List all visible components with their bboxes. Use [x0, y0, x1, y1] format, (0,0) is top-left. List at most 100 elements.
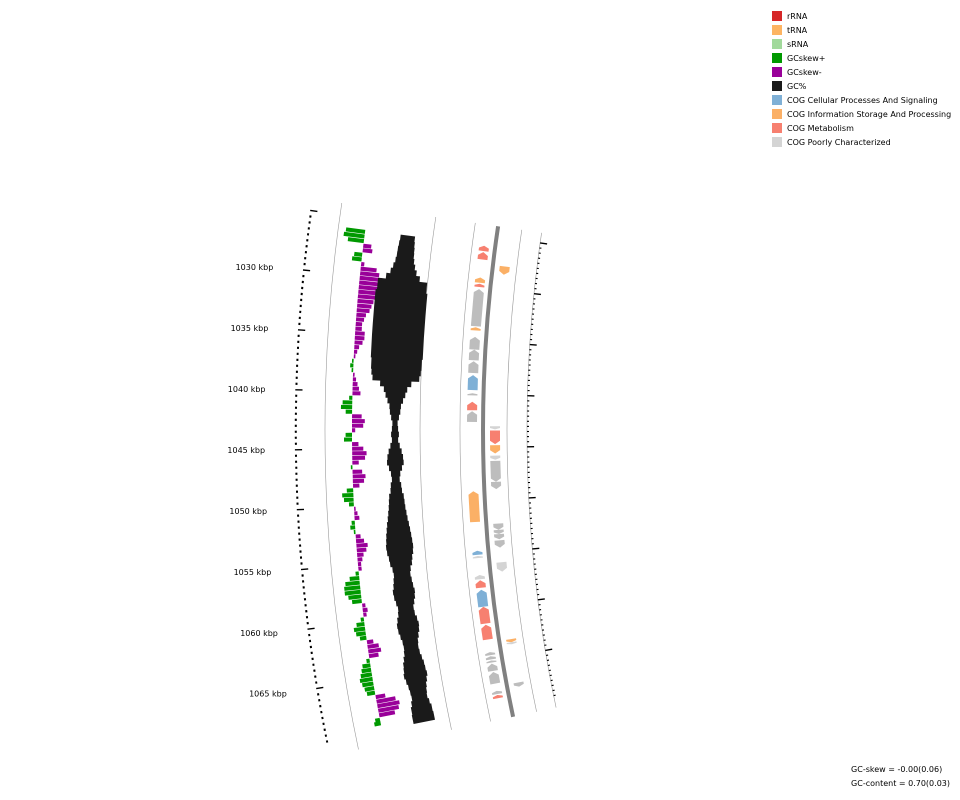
gc-skew-negative-bar	[359, 271, 380, 278]
genome-backbone	[481, 226, 516, 718]
gc-skew-positive-bar	[345, 227, 366, 234]
legend-item: GC%	[772, 79, 951, 93]
gc-skew-positive-bar	[361, 667, 372, 674]
gc-skew-positive-bar	[359, 676, 373, 683]
legend-label: COG Poorly Characterized	[787, 137, 891, 147]
guide-circle	[506, 229, 537, 712]
gc-skew-positive-bar	[345, 580, 360, 587]
major-tick	[300, 568, 309, 571]
legend-label: COG Metabolism	[787, 123, 854, 133]
gc-skew-negative-bar	[362, 607, 368, 613]
gc-skew-positive-bar	[356, 622, 365, 627]
gc-skew-negative-bar	[368, 652, 379, 659]
gc-skew-negative-bar	[367, 643, 379, 649]
legend-item: tRNA	[772, 23, 951, 37]
gc-content-profile	[370, 234, 435, 724]
gene-feature	[492, 690, 503, 695]
gc-skew-positive-bar	[345, 432, 352, 437]
gc-skew-positive-bar	[353, 626, 366, 633]
inner-major-tick	[529, 343, 537, 346]
gc-skew-negative-bar	[354, 511, 358, 516]
gc-skew-negative-bar	[355, 321, 363, 327]
gene-feature	[467, 411, 478, 422]
backbone-ring	[481, 226, 516, 718]
gc-skew-positive-bar	[366, 658, 370, 664]
legend-swatch	[772, 25, 782, 35]
ring-guide-lines	[324, 202, 557, 750]
gc-skew-positive-bar	[348, 502, 354, 507]
gc-skew-negative-bar	[354, 345, 360, 350]
gc-skew-positive-bar	[351, 368, 354, 373]
gene-feature	[490, 430, 500, 445]
gc-skew-negative-bar	[355, 538, 365, 544]
gene-feature	[477, 252, 488, 261]
gc-skew-negative-bar	[368, 647, 382, 654]
gc-skew-negative-bar	[378, 710, 396, 718]
legend-item: COG Metabolism	[772, 121, 951, 135]
legend: rRNA tRNA sRNA GCskew+ GCskew- GC% COG Cellula…	[772, 9, 951, 149]
gc-skew-negative-bar	[357, 298, 374, 305]
gene-feature	[506, 638, 517, 643]
gene-feature	[469, 336, 480, 350]
gene-feature	[467, 375, 478, 391]
guide-circle	[324, 202, 359, 750]
gc-skew-negative-bar	[352, 442, 359, 447]
gene-feature	[472, 556, 483, 559]
guide-circle	[419, 216, 452, 730]
position-label: 1045 kbp	[227, 446, 265, 455]
gc-skew-negative-bar	[353, 349, 358, 354]
gene-feature	[468, 491, 480, 523]
legend-item: rRNA	[772, 9, 951, 23]
gc-skew-positive-bar	[355, 571, 359, 576]
position-label: 1035 kbp	[231, 324, 269, 333]
gc-skew-positive-bar	[351, 256, 362, 262]
gc-skew-negative-bar	[352, 428, 356, 433]
gc-skew-positive-bar	[344, 585, 361, 591]
gene-feature	[491, 481, 502, 490]
gene-feature	[467, 401, 478, 411]
legend-swatch	[772, 53, 782, 63]
gene-feature	[493, 523, 504, 530]
gc-skew-negative-bar	[357, 303, 372, 309]
gc-skew-positive-bar	[349, 576, 360, 581]
legend-swatch	[772, 123, 782, 133]
legend-label: COG Information Storage And Processing	[787, 109, 952, 119]
gc-skew-positive-bar	[351, 520, 355, 525]
legend-swatch	[772, 67, 782, 77]
gene-feature	[478, 245, 489, 252]
gc-skew-negative-bar	[358, 289, 378, 296]
gc-skew-negative-bar	[352, 372, 355, 377]
gc-skew-negative-bar	[352, 474, 366, 479]
guide-circle	[459, 222, 491, 722]
position-label: 1055 kbp	[234, 568, 272, 577]
gc-skew-negative-bar	[360, 266, 377, 273]
gc-skew-negative-bar	[352, 446, 364, 451]
gc-skew-negative-bar	[352, 469, 363, 474]
gc-skew-negative-bar	[357, 552, 364, 557]
gc-skew-negative-bar	[375, 693, 386, 700]
gene-feature	[475, 580, 486, 589]
gc-skew-positive-bar	[348, 594, 362, 600]
gc-skew-negative-bar	[352, 377, 357, 382]
gene-feature	[486, 660, 497, 664]
gc-skew-negative-bar	[363, 243, 372, 249]
gc-skew-positive-bar	[362, 663, 371, 669]
statistics-panel: GC-skew = -0.00(0.06) GC-content = 0.70(…	[851, 763, 950, 791]
inner-major-tick	[533, 293, 541, 296]
gc-skew-positive-bar	[342, 493, 354, 498]
gc-skew-negative-bar	[352, 382, 358, 387]
gene-feature	[485, 656, 496, 661]
gc-skew-track	[340, 227, 400, 727]
inner-major-tick	[537, 598, 545, 601]
gc-skew-negative-bar	[357, 557, 363, 562]
position-label: 1050 kbp	[229, 507, 267, 516]
legend-item: COG Poorly Characterized	[772, 135, 951, 149]
major-tick	[316, 686, 324, 690]
gene-feature	[478, 606, 491, 625]
gc-skew-negative-bar	[354, 515, 360, 521]
gc-skew-negative-bar	[352, 478, 365, 484]
gene-feature	[490, 426, 500, 430]
legend-swatch	[772, 11, 782, 21]
gene-feature	[481, 624, 493, 641]
